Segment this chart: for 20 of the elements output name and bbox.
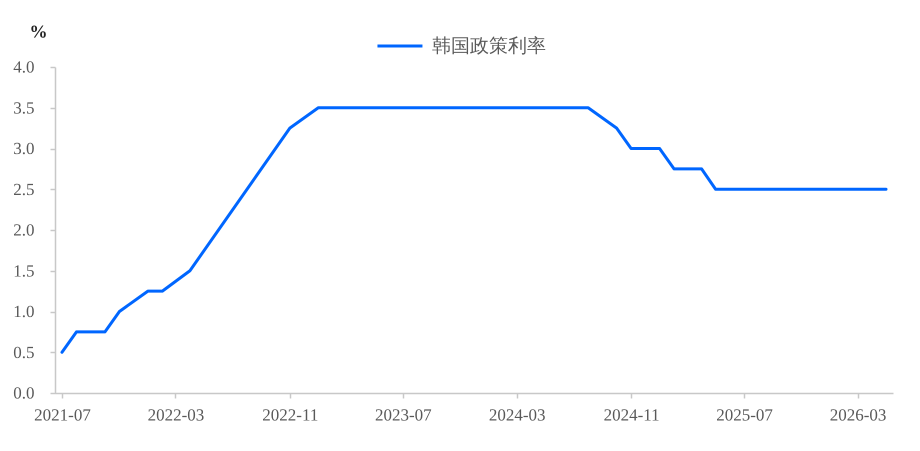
line-series <box>60 106 888 354</box>
y-tick-label: 4.0 <box>13 58 34 76</box>
x-tick-label: 2023-07 <box>374 406 432 424</box>
x-tick-label: 2026-03 <box>830 406 886 424</box>
x-tick-label: 2024-03 <box>488 406 546 424</box>
legend-label: 韩国政策利率 <box>432 35 546 57</box>
y-tick-label: 3.5 <box>13 98 34 118</box>
y-tick-label: 2.0 <box>13 220 34 240</box>
x-tick-label: 2022-03 <box>148 406 204 424</box>
x-tick-label: 2021-07 <box>34 406 92 424</box>
y-tick-label: 3.0 <box>13 139 34 158</box>
y-tick-label: 1.0 <box>13 302 34 321</box>
y-tick-label: 0.0 <box>13 384 34 402</box>
y-tick-label: 2.5 <box>13 180 34 199</box>
y-tick-label: 1.5 <box>13 261 34 280</box>
y-tick-label: 0.5 <box>13 342 34 362</box>
x-tick-label: 2025-07 <box>716 406 774 424</box>
x-tick-label: 2024-11 <box>604 406 660 424</box>
x-tick-label: 2022-11 <box>262 406 318 424</box>
y-axis-title: % <box>30 22 48 42</box>
